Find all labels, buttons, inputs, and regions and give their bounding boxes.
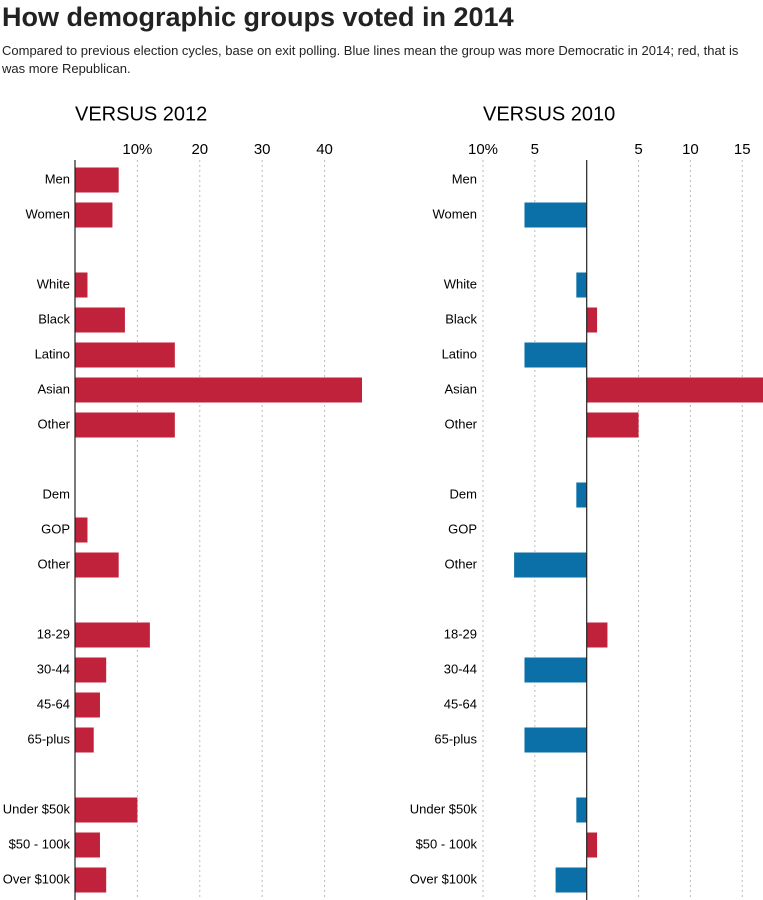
row-label: Over $100k (3, 871, 71, 886)
panel-title: VERSUS 2012 (75, 103, 207, 125)
row-label: Other (37, 556, 70, 571)
row-label: GOP (41, 521, 70, 536)
bar (75, 867, 107, 893)
x-tick-label: 20 (191, 141, 208, 158)
row-label: Asian (37, 381, 70, 396)
title: How demographic groups voted in 2014 (2, 2, 514, 32)
x-tick-label: 5 (634, 141, 642, 158)
row-label: Black (38, 311, 70, 326)
bar (75, 832, 100, 858)
row-label: White (37, 276, 70, 291)
bar (586, 307, 598, 333)
panel-title: VERSUS 2010 (483, 103, 615, 125)
x-tick-label: 15 (734, 141, 751, 158)
row-label: 30-44 (37, 661, 70, 676)
row-label: GOP (448, 521, 477, 536)
row-label: 65-plus (434, 731, 477, 746)
bar (75, 307, 125, 333)
bar (75, 412, 175, 438)
bar (75, 517, 88, 543)
x-tick-label: 10 (682, 141, 699, 158)
row-label: Other (444, 556, 477, 571)
x-tick-label: 10% (122, 141, 152, 158)
row-label: Dem (43, 486, 70, 501)
row-label: Asian (444, 381, 477, 396)
bar (524, 727, 587, 753)
row-label: Women (25, 206, 70, 221)
bar (75, 727, 94, 753)
bar (524, 202, 587, 228)
bar (586, 832, 598, 858)
row-label: 30-44 (444, 661, 477, 676)
bar (586, 377, 763, 403)
row-label: Men (45, 171, 70, 186)
bar (75, 692, 100, 718)
row-label: Latino (35, 346, 70, 361)
bar (576, 272, 587, 298)
row-label: Women (432, 206, 477, 221)
row-label: Other (37, 416, 70, 431)
bar (75, 797, 138, 823)
bar (576, 797, 587, 823)
row-label: Dem (450, 486, 477, 501)
x-tick-label: 5 (531, 141, 539, 158)
bar (586, 622, 608, 648)
row-label: 18-29 (37, 626, 70, 641)
bar (75, 657, 107, 683)
bar (75, 202, 113, 228)
bar (75, 272, 88, 298)
row-label: Under $50k (410, 801, 478, 816)
bar (75, 342, 175, 368)
row-label: Latino (442, 346, 477, 361)
row-label: 45-64 (37, 696, 70, 711)
bar (586, 412, 639, 438)
bar (75, 377, 362, 403)
bar (576, 482, 587, 508)
row-label: $50 - 100k (416, 836, 478, 851)
bar (524, 657, 587, 683)
bar (75, 167, 119, 193)
bar (514, 552, 587, 578)
row-label: Other (444, 416, 477, 431)
row-label: $50 - 100k (9, 836, 71, 851)
subtitle: Compared to previous election cycles, ba… (2, 43, 739, 76)
bar (524, 342, 587, 368)
x-tick-label: 10% (468, 141, 498, 158)
row-label: 45-64 (444, 696, 477, 711)
row-label: Black (445, 311, 477, 326)
bar (555, 867, 587, 893)
row-label: 65-plus (27, 731, 70, 746)
bar (75, 552, 119, 578)
x-tick-label: 30 (254, 141, 271, 158)
row-label: White (444, 276, 477, 291)
bar (75, 622, 150, 648)
row-label: Over $100k (410, 871, 478, 886)
row-label: Under $50k (3, 801, 71, 816)
row-label: 18-29 (444, 626, 477, 641)
row-label: Men (452, 171, 477, 186)
x-tick-label: 40 (316, 141, 333, 158)
